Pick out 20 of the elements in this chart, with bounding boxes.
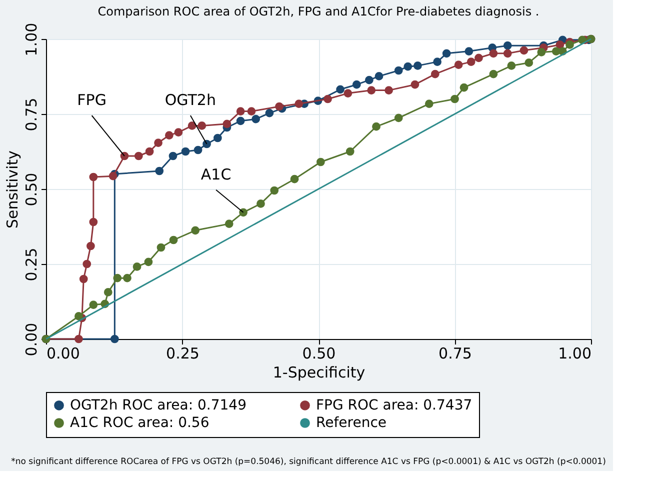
legend-label: A1C ROC area: 0.56 (70, 415, 210, 431)
x-axis-title: 1-Specificity (272, 364, 366, 382)
legend-label: FPG ROC area: 0.7437 (316, 397, 472, 414)
x-tick-label: 1.00 (558, 344, 592, 362)
annotation: FPG (77, 91, 106, 109)
x-tick-label: 0.25 (166, 344, 200, 362)
y-tick-label: 0.25 (22, 248, 40, 282)
annotation: OGT2h (164, 91, 216, 109)
x-tick-label: 0.75 (438, 344, 472, 362)
y-axis-title: Sensitivity (4, 150, 22, 229)
chart-title: Comparison ROC area of OGT2h, FPG and A1Cfor Pre-diabetes diagnosis . (98, 4, 540, 18)
x-tick-label: 0.00 (46, 344, 80, 362)
text: *no significant difference ROCarea of FPG vs OGT2h (p=0.5046), significant difference A1C vs FPG (p<0.0001) & A1C vs OGT2h (p<0.0001) (11, 457, 606, 467)
y-tick-label: 1.00 (22, 22, 40, 56)
y-tick-label: 0.75 (22, 98, 40, 132)
annotation: A1C (200, 165, 232, 184)
x-tick-label: 0.50 (302, 344, 336, 362)
legend-label: Reference (316, 415, 386, 431)
legend-label: OGT2h ROC area: 0.7149 (70, 397, 246, 414)
y-tick-label: 0.50 (22, 172, 40, 206)
